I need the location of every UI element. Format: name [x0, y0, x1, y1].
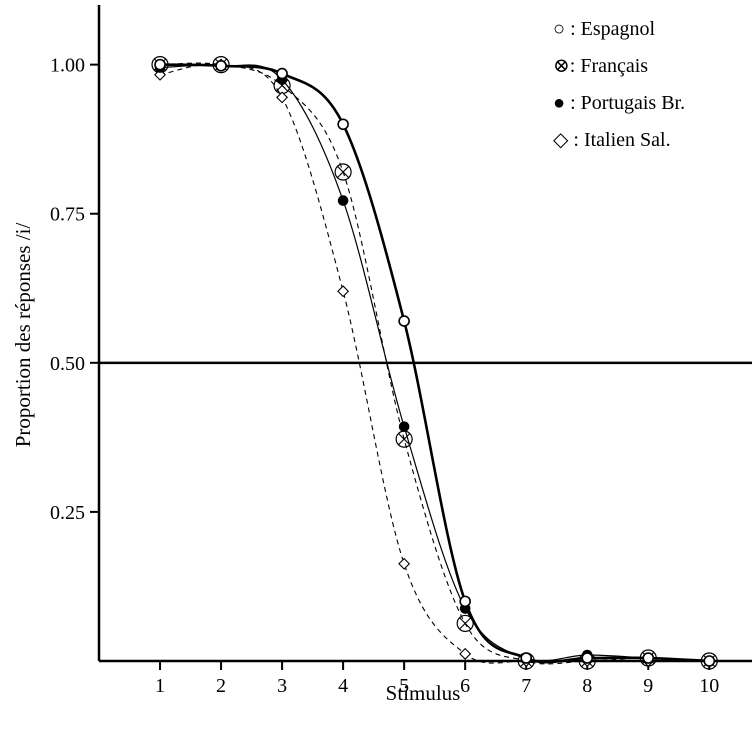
point-francais	[456, 614, 474, 633]
point-italien-sal	[459, 647, 472, 660]
point-espagnol	[215, 60, 227, 72]
point-francais	[334, 163, 352, 181]
point-espagnol	[703, 655, 716, 667]
y-axis-label: Proportion des réponses /i/	[11, 223, 35, 448]
x-tick-label: 6	[460, 675, 470, 697]
y-tick-label: 0.25	[50, 502, 85, 524]
x-tick-label: 7	[521, 675, 531, 697]
y-tick-label: 0.75	[50, 204, 85, 226]
point-francais-cross-b	[337, 165, 350, 179]
point-espagnol	[642, 652, 655, 664]
point-italien-sal	[398, 557, 411, 570]
x-tick-label: 10	[699, 675, 719, 697]
point-espagnol	[276, 67, 288, 80]
point-espagnol	[459, 595, 471, 608]
x-tick-label: 4	[338, 675, 348, 697]
legend-entry-portugais-br: ● : Portugais Br.	[553, 92, 685, 114]
y-tick-label: 0.50	[50, 353, 85, 375]
x-tick-label: 1	[155, 675, 165, 697]
point-francais-ring	[456, 614, 474, 633]
point-portugais-br	[398, 421, 410, 432]
point-francais-ring	[212, 56, 230, 74]
point-espagnol	[581, 652, 594, 664]
series-markers-espagnol	[154, 58, 716, 667]
point-francais	[395, 430, 413, 448]
point-italien-sal	[276, 91, 289, 104]
point-espagnol	[337, 118, 349, 131]
legend-entry-italien-sal: ◇ : Italien Sal.	[553, 129, 671, 151]
point-espagnol	[520, 652, 532, 664]
series-layer	[151, 56, 718, 670]
point-espagnol	[154, 58, 166, 71]
point-espagnol	[398, 315, 410, 327]
legend-entry-francais: ⊗: Français	[553, 55, 648, 77]
legend-entry-espagnol: ○ : Espagnol	[553, 18, 656, 40]
point-francais-ring	[334, 163, 352, 181]
point-portugais-br	[337, 195, 349, 206]
point-italien-sal	[337, 285, 350, 298]
series-line-francais	[160, 62, 710, 665]
point-francais-ring	[700, 652, 718, 670]
x-tick-label: 2	[216, 675, 226, 697]
x-tick-label: 8	[582, 675, 592, 697]
y-tick-label: 1.00	[50, 55, 85, 77]
x-tick-label: 9	[643, 675, 653, 697]
point-francais-cross-b	[459, 617, 472, 630]
x-tick-label: 5	[399, 675, 409, 697]
x-axis-label: Stimulus	[386, 681, 461, 705]
x-tick-label: 3	[277, 675, 287, 697]
legend: ○ : Espagnol ⊗: Français ● : Portugais Br.…	[553, 18, 685, 151]
point-francais-cross-b	[398, 433, 411, 446]
